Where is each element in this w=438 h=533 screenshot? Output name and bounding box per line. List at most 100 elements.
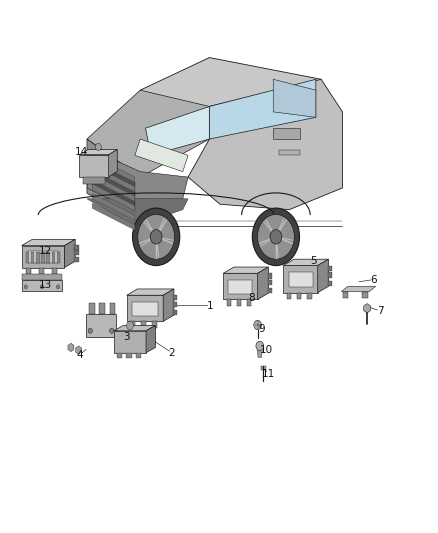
Text: 12: 12 — [39, 246, 52, 256]
Text: 5: 5 — [310, 256, 317, 266]
Polygon shape — [223, 273, 258, 300]
Polygon shape — [140, 58, 321, 128]
Bar — [297, 293, 301, 299]
Bar — [261, 366, 266, 370]
Polygon shape — [257, 351, 262, 358]
Polygon shape — [223, 267, 268, 273]
Polygon shape — [209, 79, 316, 139]
Circle shape — [95, 143, 101, 150]
Polygon shape — [273, 128, 300, 139]
Bar — [279, 150, 300, 155]
Bar — [289, 272, 313, 287]
Polygon shape — [114, 326, 155, 331]
Circle shape — [133, 208, 180, 265]
Circle shape — [252, 208, 300, 265]
Circle shape — [127, 321, 133, 330]
Polygon shape — [21, 239, 75, 246]
Bar — [328, 265, 332, 271]
Bar — [127, 353, 132, 358]
Circle shape — [150, 230, 162, 244]
Polygon shape — [89, 303, 95, 313]
Polygon shape — [258, 267, 268, 300]
Circle shape — [57, 285, 60, 289]
Polygon shape — [79, 155, 109, 176]
Bar — [328, 272, 332, 278]
Bar — [136, 353, 141, 358]
Bar — [117, 353, 122, 358]
Polygon shape — [68, 343, 74, 352]
Polygon shape — [92, 165, 135, 192]
Text: 2: 2 — [169, 348, 175, 358]
Bar — [173, 310, 177, 315]
Bar — [287, 293, 291, 299]
Bar — [36, 252, 39, 263]
Polygon shape — [109, 149, 117, 176]
Text: 1: 1 — [207, 301, 214, 311]
Bar — [26, 252, 29, 263]
Circle shape — [256, 341, 264, 351]
Bar — [229, 280, 252, 294]
Bar — [268, 288, 272, 293]
Polygon shape — [99, 303, 105, 313]
Polygon shape — [318, 259, 328, 293]
Polygon shape — [92, 155, 135, 209]
Bar — [74, 251, 79, 255]
Polygon shape — [188, 79, 343, 209]
Bar — [52, 268, 57, 274]
Text: 11: 11 — [262, 369, 275, 378]
Bar — [74, 257, 79, 262]
Text: 3: 3 — [124, 332, 130, 342]
Polygon shape — [87, 199, 188, 226]
Polygon shape — [283, 265, 318, 293]
Bar — [268, 273, 272, 279]
Text: 13: 13 — [39, 280, 52, 290]
Bar — [237, 300, 241, 306]
Bar — [57, 252, 60, 263]
Polygon shape — [92, 174, 135, 201]
Polygon shape — [87, 90, 209, 177]
Bar — [173, 302, 177, 307]
Polygon shape — [283, 259, 328, 265]
Bar — [247, 300, 251, 306]
Circle shape — [254, 320, 261, 330]
Bar — [173, 295, 177, 301]
Bar — [343, 292, 348, 298]
Text: 6: 6 — [370, 274, 377, 285]
Circle shape — [138, 214, 175, 259]
Circle shape — [270, 230, 282, 244]
Bar — [39, 268, 44, 274]
Bar — [152, 321, 157, 328]
Polygon shape — [114, 331, 146, 353]
Bar — [328, 280, 332, 286]
Polygon shape — [135, 139, 188, 172]
Polygon shape — [341, 286, 376, 292]
Polygon shape — [92, 155, 135, 182]
Bar — [31, 252, 35, 263]
Text: 4: 4 — [76, 350, 83, 360]
Polygon shape — [92, 184, 135, 211]
Polygon shape — [21, 274, 62, 279]
Polygon shape — [87, 150, 188, 215]
Polygon shape — [364, 304, 371, 313]
Polygon shape — [146, 326, 155, 353]
Polygon shape — [92, 193, 135, 221]
Circle shape — [88, 328, 92, 333]
Bar — [362, 292, 367, 298]
Text: 7: 7 — [377, 306, 383, 316]
Bar — [52, 252, 55, 263]
Text: 14: 14 — [75, 147, 88, 157]
Polygon shape — [79, 149, 117, 155]
Polygon shape — [86, 313, 116, 337]
Polygon shape — [127, 289, 174, 295]
Bar — [131, 321, 135, 328]
Bar — [28, 251, 58, 263]
Polygon shape — [273, 79, 316, 117]
Circle shape — [258, 214, 294, 259]
Polygon shape — [87, 139, 140, 221]
Bar — [268, 280, 272, 285]
Polygon shape — [21, 246, 64, 268]
Polygon shape — [110, 303, 115, 313]
Polygon shape — [163, 289, 174, 321]
Polygon shape — [21, 279, 62, 291]
Bar — [83, 176, 105, 184]
